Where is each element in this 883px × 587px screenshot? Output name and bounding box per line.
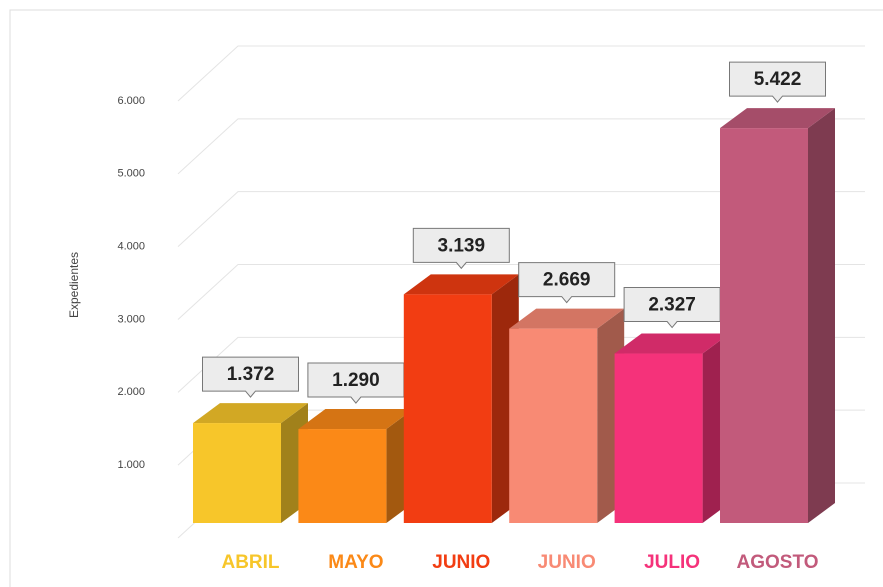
value-label: 2.669 bbox=[543, 270, 591, 291]
bar-top bbox=[403, 274, 519, 295]
callout bbox=[412, 227, 510, 270]
value-label: 3.139 bbox=[438, 235, 486, 256]
bar bbox=[403, 294, 492, 523]
bar-top bbox=[509, 308, 625, 329]
bar bbox=[720, 128, 808, 524]
bar-side bbox=[808, 108, 835, 524]
value-label: 2.327 bbox=[648, 295, 696, 316]
bar-3d: 1.372 bbox=[193, 356, 308, 523]
callout bbox=[518, 262, 616, 304]
bar-top bbox=[614, 333, 730, 354]
bar-3d: 3.139 bbox=[403, 227, 519, 523]
y-tick-label: 6.000 bbox=[117, 95, 145, 107]
bar-3d: 2.669 bbox=[509, 262, 625, 523]
y-tick-label: 1.000 bbox=[117, 459, 145, 471]
y-tick-label: 2.000 bbox=[117, 386, 145, 398]
x-tick-label: AGOSTO bbox=[737, 552, 819, 573]
bar-top bbox=[193, 403, 308, 424]
grid-line bbox=[177, 264, 865, 320]
grid-line bbox=[177, 118, 865, 175]
bar-3d: 2.327 bbox=[614, 287, 730, 523]
y-tick-label: 4.000 bbox=[117, 241, 145, 253]
bar bbox=[298, 429, 387, 523]
x-tick-label: JUNIO bbox=[538, 552, 596, 573]
frame bbox=[9, 9, 883, 587]
value-label: 5.422 bbox=[754, 69, 802, 90]
value-label: 1.290 bbox=[332, 370, 380, 391]
bar-3d: 1.290 bbox=[298, 362, 414, 523]
value-label: 1.372 bbox=[227, 364, 275, 385]
y-axis-label: Expedientes bbox=[67, 252, 81, 318]
bar-top bbox=[720, 108, 835, 129]
grid-line bbox=[177, 45, 865, 102]
y-tick-label: 3.000 bbox=[117, 313, 145, 325]
bar bbox=[509, 328, 598, 523]
bar bbox=[193, 423, 281, 523]
x-tick-label: MAYO bbox=[328, 552, 383, 573]
y-tick-label: 5.000 bbox=[117, 168, 145, 180]
x-tick-label: JUNIO bbox=[432, 552, 490, 573]
x-tick-label: ABRIL bbox=[221, 552, 279, 573]
callout bbox=[202, 356, 299, 398]
bar-top bbox=[298, 409, 414, 430]
callout bbox=[729, 61, 826, 103]
grid-line bbox=[177, 191, 865, 248]
bar-3d: 5.422 bbox=[720, 61, 835, 524]
x-tick-label: JULIO bbox=[644, 552, 700, 573]
bar bbox=[614, 353, 703, 523]
